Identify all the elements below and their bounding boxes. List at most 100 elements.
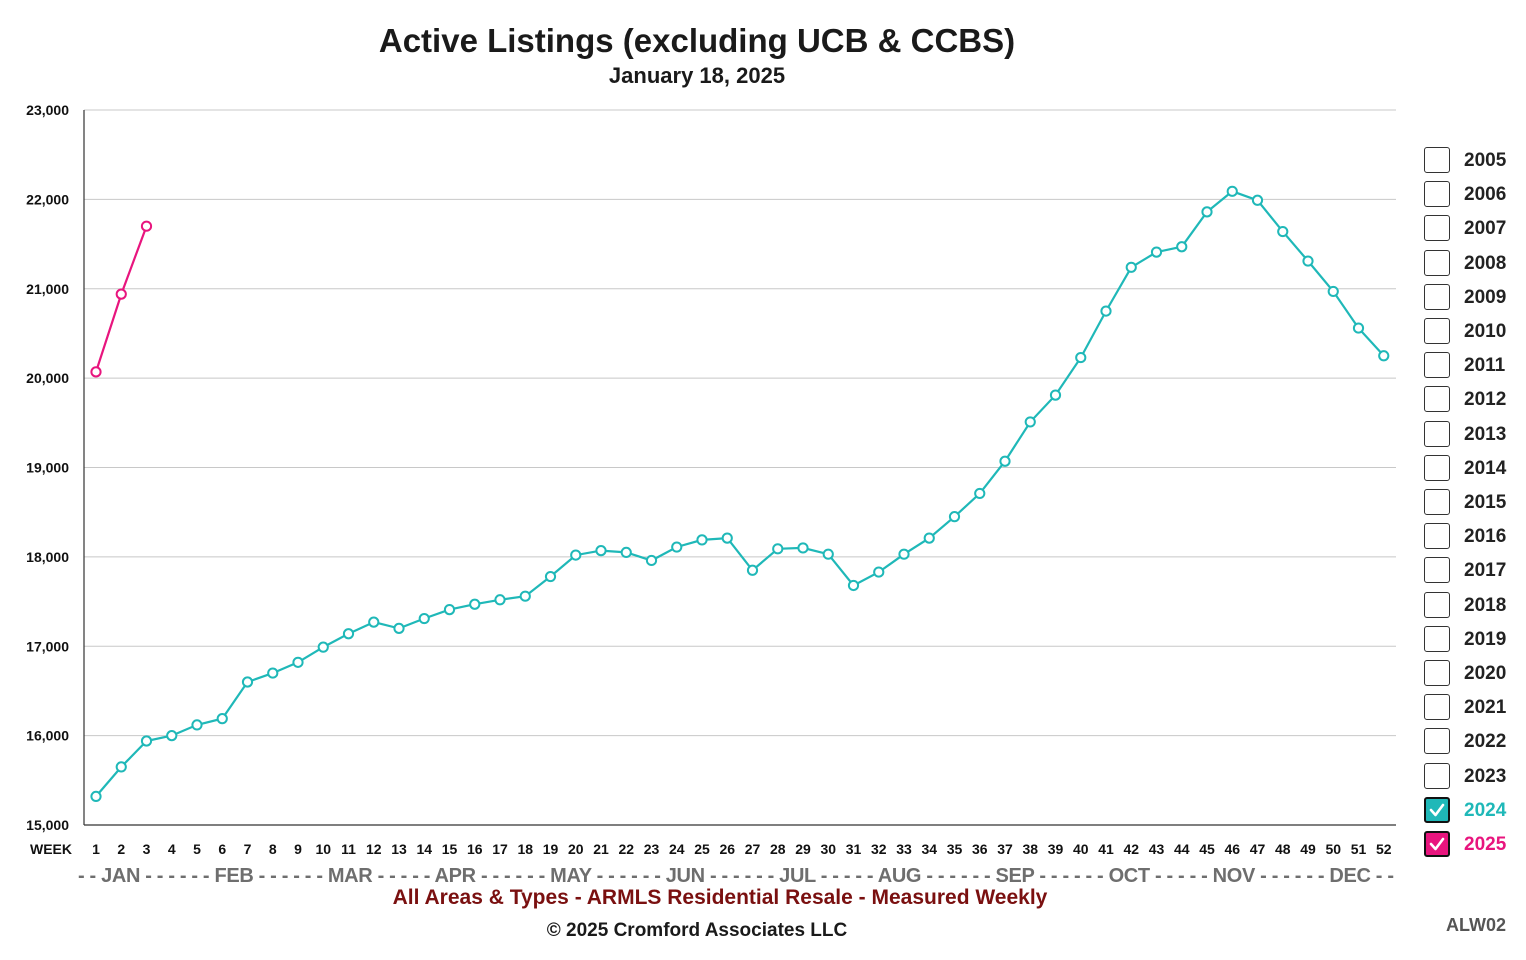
- copyright-notice: © 2025 Cromford Associates LLC: [546, 920, 848, 941]
- x-tick-label: 46: [1224, 841, 1240, 857]
- legend-item-2019[interactable]: 2019: [1424, 625, 1524, 656]
- legend-checkbox[interactable]: [1424, 523, 1450, 550]
- legend-item-2021[interactable]: 2021: [1424, 694, 1524, 724]
- x-tick-label: 10: [315, 841, 331, 857]
- legend-checkbox[interactable]: [1424, 489, 1450, 515]
- legend-checkbox[interactable]: [1424, 591, 1450, 618]
- legend-year-label: 2017: [1464, 560, 1507, 582]
- x-tick-label: 40: [1073, 841, 1089, 857]
- legend-checkbox[interactable]: [1424, 625, 1450, 652]
- legend-checkbox[interactable]: [1424, 796, 1450, 823]
- x-tick-label: 24: [669, 841, 685, 857]
- legend-checkbox[interactable]: [1424, 352, 1450, 379]
- legend-item-2024[interactable]: 2024: [1424, 796, 1524, 827]
- data-point: [898, 548, 910, 560]
- x-tick-label: 37: [997, 841, 1013, 857]
- data-point: [923, 532, 935, 544]
- legend-item-2025[interactable]: 2025: [1424, 831, 1524, 861]
- checkmark-icon: [1429, 803, 1445, 817]
- legend-checkbox[interactable]: [1424, 215, 1450, 242]
- data-point: [948, 511, 961, 523]
- x-tick-label: 50: [1325, 841, 1341, 857]
- x-tick-label: 49: [1300, 841, 1316, 857]
- legend-checkbox[interactable]: [1424, 420, 1450, 447]
- legend-year-label: 2021: [1464, 697, 1507, 719]
- legend-checkbox[interactable]: [1424, 762, 1450, 789]
- data-point: [1327, 285, 1339, 298]
- data-point: [1075, 351, 1087, 364]
- data-point: [1302, 255, 1314, 267]
- legend-checkbox[interactable]: [1424, 249, 1450, 276]
- legend-checkbox[interactable]: [1424, 728, 1450, 755]
- legend-year-label: 2008: [1464, 252, 1507, 274]
- legend-year-label: 2005: [1464, 150, 1507, 171]
- legend-item-2013[interactable]: 2013: [1424, 420, 1524, 451]
- x-tick-label: 16: [467, 841, 483, 857]
- data-point: [368, 616, 380, 628]
- legend-item-2020[interactable]: 2020: [1424, 660, 1524, 690]
- x-tick-label: 1: [92, 841, 100, 857]
- data-point: [1201, 206, 1213, 218]
- x-tick-label: 23: [644, 841, 660, 857]
- series-2025: [90, 220, 153, 378]
- data-point: [140, 735, 153, 747]
- data-point: [241, 676, 254, 688]
- legend-checkbox[interactable]: [1424, 831, 1450, 857]
- x-tick-label: 9: [294, 841, 302, 857]
- legend-item-2022[interactable]: 2022: [1424, 728, 1524, 758]
- legend-checkbox[interactable]: [1424, 181, 1450, 208]
- x-tick-label: 11: [341, 841, 356, 857]
- legend-year-label: 2013: [1464, 423, 1507, 445]
- legend-item-2016[interactable]: 2016: [1424, 523, 1524, 553]
- legend-item-2012[interactable]: 2012: [1424, 386, 1524, 416]
- y-tick-label: 20,000: [26, 370, 69, 386]
- data-point: [216, 713, 228, 725]
- legend-item-2008[interactable]: 2008: [1424, 249, 1524, 280]
- data-point: [519, 590, 531, 602]
- legend-checkbox[interactable]: [1424, 557, 1450, 584]
- x-tick-label: 41: [1098, 841, 1114, 857]
- legend-checkbox[interactable]: [1424, 386, 1450, 413]
- x-tick-label: 5: [193, 841, 201, 857]
- month-axis-labels: - - JAN - - - - - - FEB - - - - - - MAR …: [78, 865, 1394, 887]
- legend-checkbox[interactable]: [1424, 694, 1450, 721]
- legend-item-2017[interactable]: 2017: [1424, 557, 1524, 587]
- x-tick-label: 36: [972, 841, 988, 857]
- x-tick-label: 12: [366, 841, 382, 857]
- legend-checkbox[interactable]: [1424, 283, 1450, 310]
- legend-checkbox[interactable]: [1424, 318, 1450, 344]
- legend-item-2015[interactable]: 2015: [1424, 489, 1524, 519]
- legend-year-label: 2018: [1464, 594, 1507, 616]
- y-tick-label: 16,000: [26, 728, 69, 744]
- legend-year-label: 2014: [1464, 457, 1507, 479]
- x-tick-label: 27: [745, 841, 761, 857]
- legend-item-2023[interactable]: 2023: [1424, 762, 1524, 793]
- legend-item-2005[interactable]: 2005: [1424, 147, 1524, 177]
- y-tick-label: 21,000: [26, 281, 69, 297]
- legend-item-2006[interactable]: 2006: [1424, 181, 1524, 211]
- data-point: [822, 548, 834, 560]
- legend-checkbox[interactable]: [1424, 454, 1450, 481]
- legend-year-label: 2022: [1464, 731, 1507, 753]
- legend-item-2011[interactable]: 2011: [1424, 352, 1524, 382]
- legend-item-2010[interactable]: 2010: [1424, 318, 1524, 348]
- legend-item-2018[interactable]: 2018: [1424, 591, 1524, 622]
- legend-checkbox[interactable]: [1424, 147, 1450, 173]
- data-point: [721, 532, 733, 544]
- chart-description: All Areas & Types - ARMLS Residential Re…: [392, 886, 1048, 909]
- y-tick-label: 19,000: [26, 460, 69, 476]
- legend-checkbox[interactable]: [1424, 660, 1450, 686]
- y-tick-label: 23,000: [26, 102, 69, 118]
- data-point: [267, 667, 279, 679]
- x-tick-label: 45: [1199, 841, 1215, 857]
- x-tick-label: 42: [1123, 841, 1139, 857]
- legend-item-2007[interactable]: 2007: [1424, 215, 1524, 245]
- data-point: [115, 761, 127, 773]
- legend-item-2014[interactable]: 2014: [1424, 454, 1524, 485]
- data-point: [696, 534, 708, 546]
- legend-year-label: 2006: [1464, 184, 1507, 206]
- x-tick-label: 3: [143, 841, 151, 857]
- x-tick-label: 34: [921, 841, 937, 857]
- legend-item-2009[interactable]: 2009: [1424, 283, 1524, 314]
